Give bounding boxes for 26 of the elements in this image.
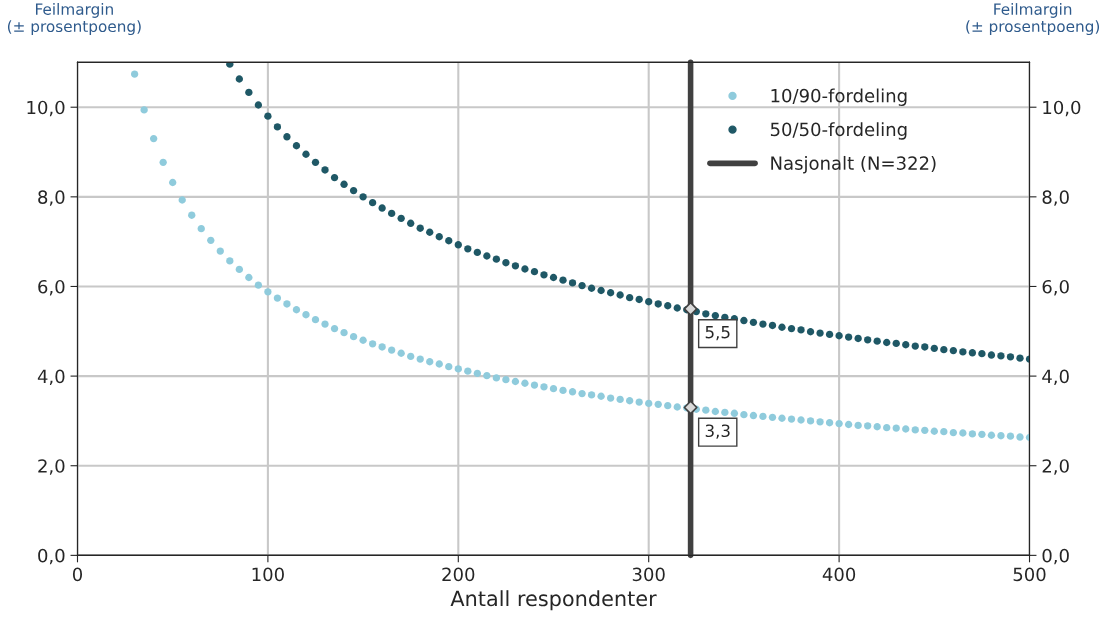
y-tick-label: 4,0 xyxy=(37,369,65,386)
y2-tick-label: 4,0 xyxy=(1042,369,1069,386)
y2-tick-label: 10,0 xyxy=(1043,100,1081,117)
y-tick-label: 2,0 xyxy=(38,459,65,475)
y-tick-label: 6,0 xyxy=(38,279,65,296)
y-axis-title: Feilmargin (± prosentpoeng) xyxy=(7,3,141,36)
y-tick-label: 10,0 xyxy=(27,100,65,117)
legend-label: 10/90-fordeling xyxy=(771,88,907,106)
x-tick-label: 100 xyxy=(252,567,284,582)
x-axis-title: Antall respondenter xyxy=(450,590,657,611)
x-tick-label: 200 xyxy=(442,567,475,582)
data-label: 5,5 xyxy=(705,326,730,341)
x-tick-label: 400 xyxy=(822,567,856,582)
y-tick-label: 8,0 xyxy=(38,190,65,206)
y2-tick-label: 2,0 xyxy=(1042,459,1069,475)
y2-axis-title: Feilmargin (± prosentpoeng) xyxy=(966,3,1100,36)
x-tick-label: 300 xyxy=(632,567,665,582)
y-tick-label: 0,0 xyxy=(38,548,65,565)
legend-label: 50/50-fordeling xyxy=(770,122,907,140)
y2-tick-label: 0,0 xyxy=(1042,548,1069,565)
x-tick-label: 0 xyxy=(72,567,83,582)
y2-tick-label: 6,0 xyxy=(1042,279,1069,296)
x-tick-label: 500 xyxy=(1013,567,1046,582)
data-label: 3,3 xyxy=(705,424,730,439)
y2-tick-label: 8,0 xyxy=(1042,190,1069,206)
legend-label: Nasjonalt (N=322) xyxy=(771,155,936,174)
